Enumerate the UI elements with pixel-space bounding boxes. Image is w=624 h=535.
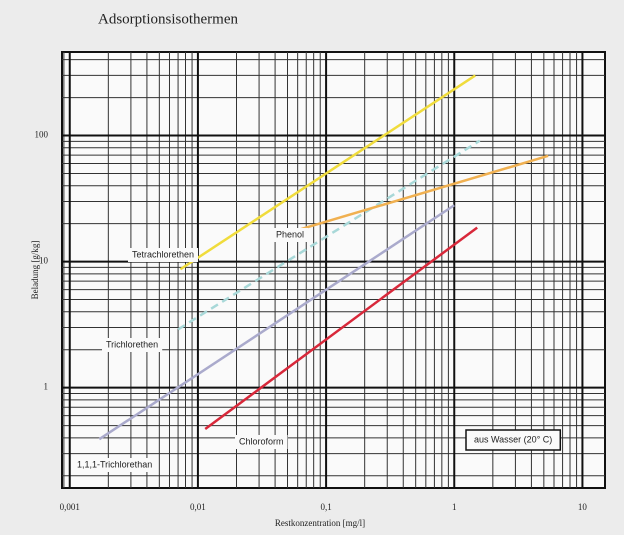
series-line (179, 74, 477, 271)
series-label-box (102, 338, 163, 352)
note: aus Wasser (20° C) (474, 434, 552, 444)
y-tick-label: 100 (35, 130, 49, 140)
series-label: Trichlorethen (106, 339, 158, 349)
series-label: Tetrachlorethen (132, 249, 194, 259)
series-label-box (73, 458, 157, 472)
series-label-box (235, 435, 288, 449)
x-axis-label: Restkonzentration [mg/l] (275, 518, 365, 528)
y-axis-label: Beladung [g/kg] (30, 241, 40, 300)
series-line (204, 226, 478, 431)
plot-area (61, 51, 606, 489)
series-line (177, 139, 481, 331)
x-tick-label: 0,1 (320, 502, 331, 512)
chart-title: Adsorptionsisothermen (98, 11, 238, 27)
x-tick-label: 0,001 (60, 502, 80, 512)
series-label: Phenol (276, 229, 304, 239)
series-label: Chloroform (239, 436, 284, 446)
x-tick-label: 0,01 (190, 502, 206, 512)
x-tick-label: 1 (452, 502, 457, 512)
x-tick-label: 10 (578, 502, 588, 512)
y-tick-label: 10 (39, 256, 49, 266)
series-line (98, 204, 455, 441)
series-line (281, 154, 549, 237)
series-label: 1,1,1-Trichlorethan (77, 459, 152, 469)
note-box (465, 429, 562, 451)
y-tick-label: 1 (44, 382, 49, 392)
series-label-box (272, 228, 309, 242)
series-label-box (128, 248, 199, 262)
